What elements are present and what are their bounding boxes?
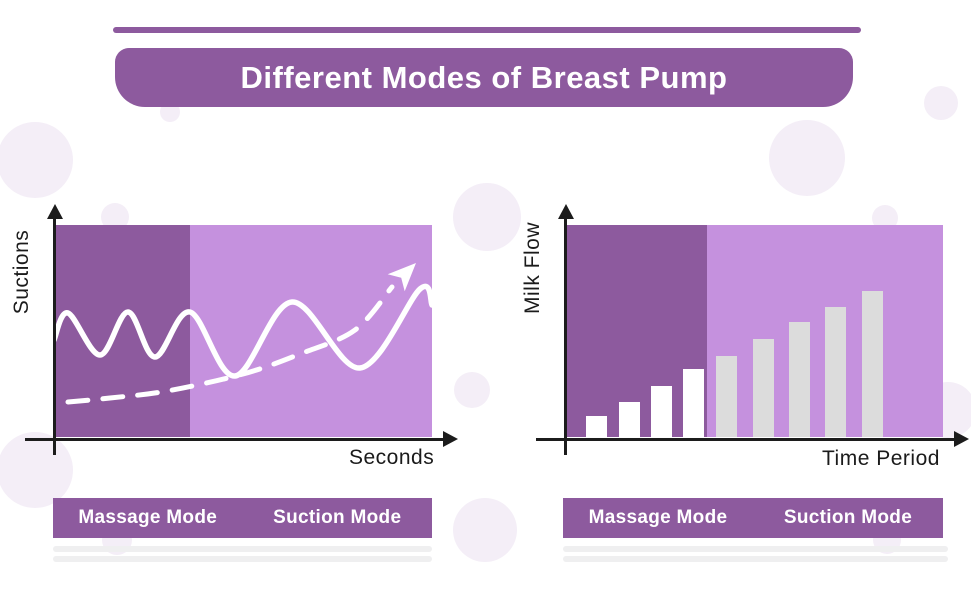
milk-flow-bar <box>683 369 704 437</box>
decor-stripe <box>563 546 948 552</box>
top-accent-bar <box>113 27 861 33</box>
right-mode-label-bar: Massage Mode Suction Mode <box>563 498 943 538</box>
right-y-axis <box>564 211 567 455</box>
decor-circle <box>453 498 517 562</box>
milk-flow-bar <box>753 339 774 437</box>
massage-mode-label-cell: Massage Mode <box>53 498 243 538</box>
right-x-axis-label: Time Period <box>822 447 940 470</box>
milk-flow-bar <box>825 307 846 437</box>
suction-mode-label: Suction Mode <box>273 507 402 528</box>
milk-flow-bar <box>619 402 640 437</box>
suction-mode-label-cell: Suction Mode <box>243 498 433 538</box>
title-banner: Different Modes of Breast Pump <box>115 48 853 107</box>
decor-circle <box>924 86 958 120</box>
milk-flow-bar <box>716 356 737 437</box>
decor-circle <box>160 102 180 122</box>
suction-wave-svg <box>54 263 432 405</box>
rising-trend-dashed-arrow <box>65 284 395 405</box>
page-title: Different Modes of Breast Pump <box>240 59 728 95</box>
suction-wave <box>54 283 432 379</box>
left-y-axis <box>53 211 56 455</box>
left-x-axis-arrow-icon <box>443 431 458 447</box>
right-x-axis-arrow-icon <box>954 431 969 447</box>
decor-stripe <box>53 546 432 552</box>
massage-mode-label: Massage Mode <box>78 507 218 528</box>
decor-circle <box>453 183 521 251</box>
left-x-axis <box>25 438 445 441</box>
decor-circle <box>0 122 73 198</box>
left-x-axis-label: Seconds <box>349 446 435 469</box>
right-x-axis <box>536 438 956 441</box>
massage-mode-label: Massage Mode <box>588 507 728 528</box>
milk-flow-bar <box>586 416 607 437</box>
decor-stripe <box>563 556 948 562</box>
left-y-axis-arrow-icon <box>47 204 63 219</box>
left-mode-label-bar: Massage Mode Suction Mode <box>53 498 432 538</box>
milk-flow-bar <box>862 291 883 437</box>
milk-flow-bar <box>789 322 810 437</box>
left-y-axis-label: Suctions <box>10 229 33 315</box>
milk-flow-bar <box>651 386 672 437</box>
suction-mode-label-cell: Suction Mode <box>753 498 943 538</box>
suction-line-chart-plot <box>54 225 432 437</box>
decor-circle <box>769 120 845 196</box>
decor-circle <box>454 372 490 408</box>
milk-flow-bar-chart-plot <box>565 225 943 437</box>
right-y-axis-arrow-icon <box>558 204 574 219</box>
decor-stripe <box>53 556 432 562</box>
suction-mode-label: Suction Mode <box>783 507 913 528</box>
decor-circle <box>0 432 73 508</box>
right-y-axis-label: Milk Flow <box>521 222 544 314</box>
massage-mode-label-cell: Massage Mode <box>563 498 753 538</box>
trend-arrowhead-icon <box>387 263 416 292</box>
